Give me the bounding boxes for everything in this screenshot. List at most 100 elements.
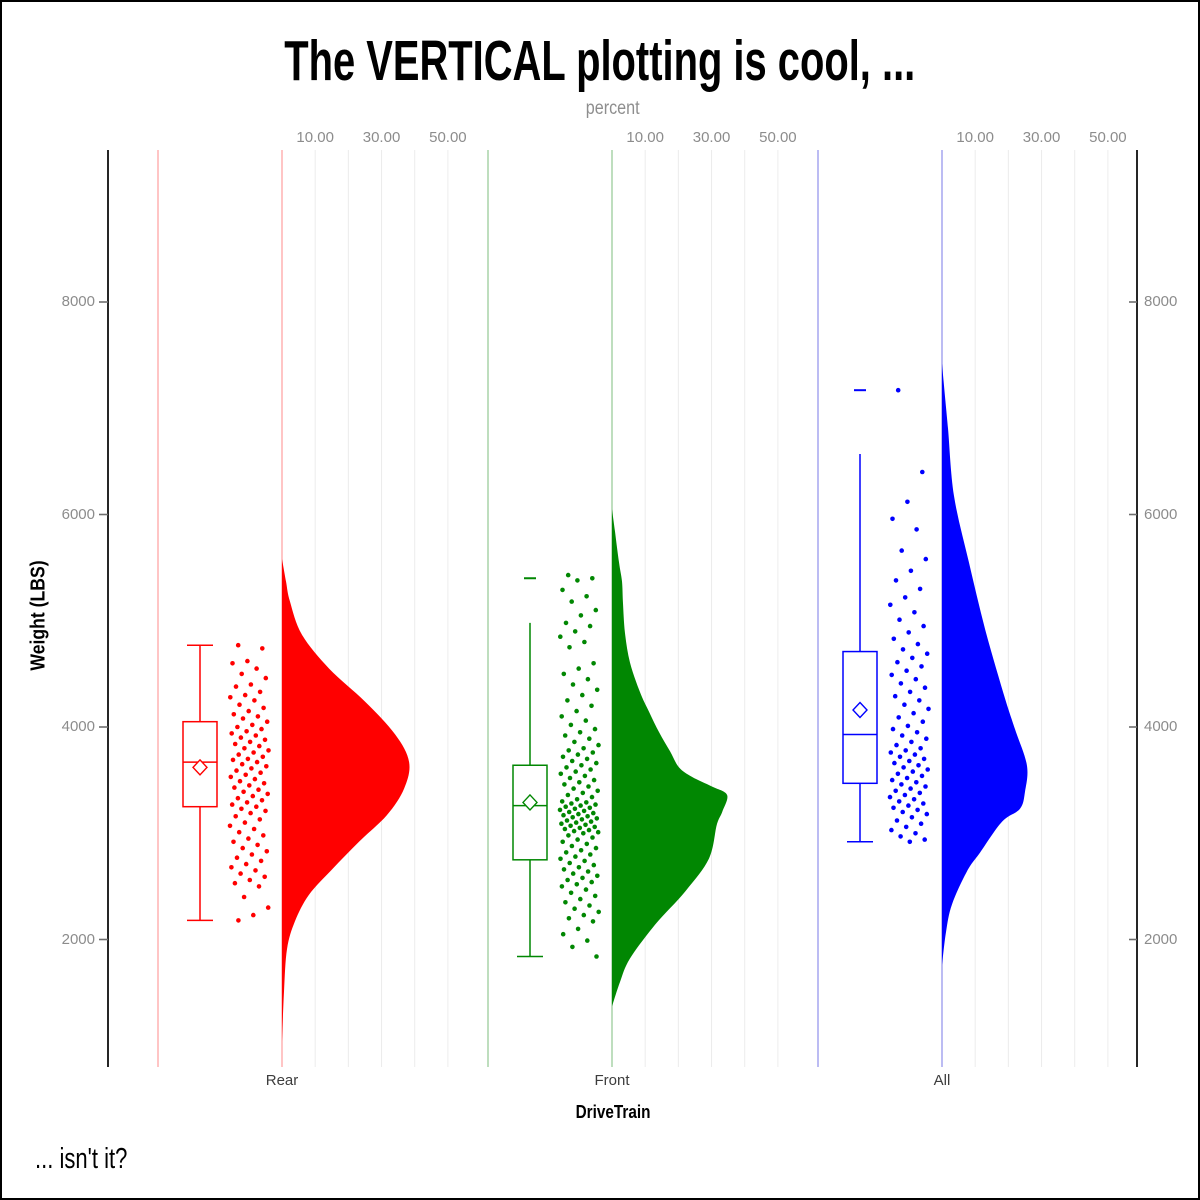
jitter-point-front: [564, 765, 569, 770]
jitter-point-front: [585, 869, 591, 874]
jitter-point-all: [897, 754, 903, 760]
jitter-point-rear: [251, 750, 256, 755]
category-label-rear: Rear: [265, 1072, 299, 1089]
jitter-point-front: [586, 784, 591, 789]
jitter-point-all: [899, 733, 905, 738]
jitter-point-all: [921, 801, 926, 806]
jitter-point-front: [568, 823, 573, 829]
jitter-point-rear: [258, 770, 263, 775]
jitter-point-front: [592, 824, 597, 830]
jitter-point-front: [559, 884, 565, 889]
jitter-point-all: [912, 752, 918, 757]
jitter-point-rear: [246, 836, 251, 841]
jitter-point-rear: [259, 798, 265, 803]
jitter-point-front: [580, 692, 585, 698]
jitter-point-rear: [248, 682, 254, 687]
jitter-point-rear: [249, 766, 254, 771]
jitter-point-front: [564, 818, 570, 823]
jitter-point-all: [896, 799, 902, 804]
jitter-point-front: [593, 845, 599, 851]
jitter-point-front: [567, 775, 573, 781]
footnote: ... isn't it?: [35, 1143, 128, 1175]
jitter-point-rear: [229, 731, 234, 736]
jitter-point-all: [916, 763, 921, 768]
jitter-point-rear: [235, 795, 241, 801]
jitter-point-rear: [239, 806, 244, 812]
jitter-point-front: [588, 852, 593, 857]
jitter-point-rear: [234, 768, 239, 773]
jitter-point-all: [923, 556, 929, 562]
jitter-point-front: [575, 926, 581, 932]
jitter-point-rear: [261, 781, 267, 786]
jitter-point-front: [580, 875, 585, 881]
jitter-point-front: [572, 629, 578, 634]
jitter-point-all: [889, 672, 894, 678]
jitter-point-front: [562, 826, 568, 832]
jitter-point-rear: [242, 692, 248, 698]
jitter-point-rear: [230, 757, 236, 763]
jitter-point-front: [560, 839, 565, 845]
jitter-point-rear: [254, 666, 259, 671]
jitter-point-all: [921, 756, 927, 762]
jitter-point-front: [563, 804, 568, 809]
jitter-point-front: [567, 860, 572, 866]
jitter-point-front: [584, 594, 589, 599]
jitter-point-all: [917, 586, 923, 592]
jitter-point-front: [575, 578, 580, 583]
jitter-point-rear: [250, 722, 255, 728]
jitter-point-front: [591, 862, 597, 868]
jitter-point-front: [559, 799, 565, 804]
jitter-point-all: [900, 809, 905, 815]
jitter-point-front: [596, 742, 601, 748]
jitter-point-front: [579, 817, 585, 822]
jitter-point-rear: [251, 826, 257, 832]
jitter-point-front: [590, 750, 596, 755]
jitter-point-front: [594, 687, 600, 693]
jitter-point-front: [575, 752, 581, 757]
jitter-point-front: [588, 767, 593, 772]
category-label-all: All: [933, 1072, 951, 1089]
jitter-point-front: [562, 733, 568, 738]
jitter-point-rear: [240, 716, 246, 721]
jitter-point-rear: [247, 877, 253, 883]
jitter-point-all: [903, 748, 908, 753]
jitter-point-rear: [240, 845, 245, 851]
jitter-point-all: [893, 578, 899, 583]
jitter-point-rear: [252, 776, 258, 782]
jitter-point-front: [596, 909, 601, 915]
jitter-point-front: [587, 736, 592, 741]
jitter-point-rear: [227, 823, 233, 829]
jitter-point-front: [585, 676, 591, 682]
jitter-point-rear: [229, 802, 235, 807]
jitter-point-all: [902, 595, 908, 600]
jitter-point-front: [594, 816, 600, 821]
jitter-point-front: [570, 944, 575, 950]
jitter-point-front: [582, 639, 587, 645]
jitter-point-front: [558, 771, 564, 777]
jitter-point-front: [557, 807, 563, 813]
jitter-point-all: [918, 746, 923, 751]
jitter-point-front: [591, 810, 596, 816]
jitter-point-all: [907, 839, 913, 845]
jitter-point-all: [914, 527, 919, 532]
jitter-point-front: [595, 873, 600, 879]
jitter-point-front: [569, 758, 575, 764]
jitter-point-all: [888, 750, 894, 755]
jitter-point-rear: [258, 858, 264, 864]
jitter-point-all: [895, 771, 901, 777]
jitter-point-all: [913, 676, 919, 682]
jitter-point-all: [892, 760, 897, 766]
mean-diamond-rear: [192, 758, 208, 776]
jitter-point-rear: [236, 752, 241, 757]
jitter-point-rear: [238, 735, 244, 740]
jitter-point-all: [912, 610, 917, 615]
jitter-point-front: [581, 808, 587, 814]
jitter-point-all: [891, 636, 897, 642]
jitter-point-rear: [243, 861, 249, 867]
jitter-point-front: [563, 850, 569, 855]
jitter-point-rear: [261, 833, 266, 838]
jitter-point-front: [572, 739, 577, 745]
jitter-point-all: [890, 516, 895, 522]
jitter-point-rear: [264, 719, 270, 724]
jitter-point-all: [909, 739, 914, 745]
